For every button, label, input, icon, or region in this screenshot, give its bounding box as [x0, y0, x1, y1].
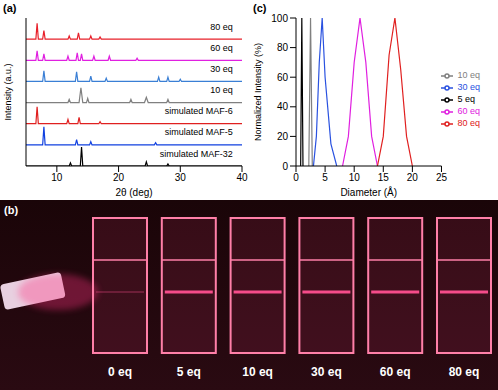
svg-text:5: 5	[322, 172, 328, 183]
html-text:30 eq: 30 eq	[457, 82, 480, 93]
svg-text:80 eq: 80 eq	[449, 365, 480, 379]
svg-text:Normalized Intensity (%): Normalized Intensity (%)	[253, 43, 263, 141]
svg-text:60 eq: 60 eq	[210, 43, 233, 53]
svg-text:80: 80	[277, 42, 289, 53]
svg-text:10: 10	[51, 172, 63, 183]
html-text:10 eq: 10 eq	[457, 70, 480, 81]
svg-text:20: 20	[407, 172, 419, 183]
svg-text:0: 0	[282, 161, 288, 172]
svg-text:10: 10	[349, 172, 361, 183]
html-text:60 eq: 60 eq	[457, 106, 480, 117]
html-text:(a): (a)	[3, 2, 17, 14]
svg-text:30 eq: 30 eq	[210, 64, 233, 74]
svg-text:60 eq: 60 eq	[380, 365, 411, 379]
svg-text:Diameter (Å): Diameter (Å)	[340, 186, 397, 198]
svg-text:0: 0	[293, 172, 299, 183]
svg-text:80 eq: 80 eq	[210, 22, 233, 32]
svg-text:20: 20	[113, 172, 125, 183]
svg-text:25: 25	[436, 172, 448, 183]
svg-text:2θ (deg): 2θ (deg)	[115, 187, 152, 198]
svg-text:100: 100	[271, 13, 288, 24]
svg-text:10 eq: 10 eq	[210, 85, 233, 95]
svg-text:simulated MAF-32: simulated MAF-32	[160, 149, 233, 159]
svg-text:simulated MAF-6: simulated MAF-6	[165, 106, 233, 116]
svg-text:Intensity (a.u.): Intensity (a.u.)	[3, 63, 13, 120]
svg-text:30 eq: 30 eq	[311, 365, 342, 379]
svg-text:simulated MAF-5: simulated MAF-5	[165, 127, 233, 137]
svg-text:40: 40	[277, 101, 289, 112]
html-text:5 eq: 5 eq	[457, 94, 475, 105]
svg-text:10 eq: 10 eq	[242, 365, 273, 379]
svg-text:(b): (b)	[4, 204, 18, 216]
svg-text:20: 20	[277, 131, 289, 142]
svg-text:30: 30	[175, 172, 187, 183]
html-text:80 eq: 80 eq	[457, 118, 480, 129]
svg-text:60: 60	[277, 72, 289, 83]
svg-text:15: 15	[378, 172, 390, 183]
svg-text:5 eq: 5 eq	[177, 365, 201, 379]
html-text:(c): (c)	[253, 2, 267, 14]
svg-text:0 eq: 0 eq	[108, 365, 132, 379]
svg-text:40: 40	[236, 172, 248, 183]
